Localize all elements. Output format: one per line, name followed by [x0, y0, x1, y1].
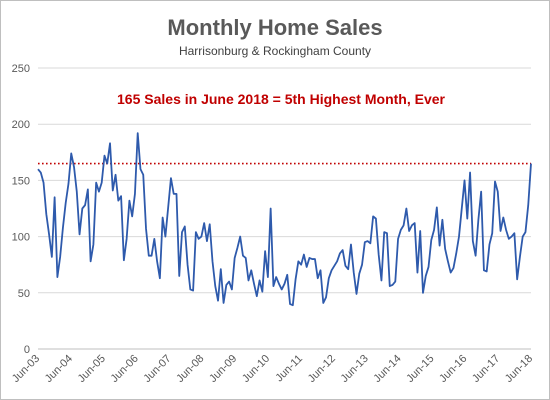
x-tick-label: Jun-03 — [10, 353, 42, 385]
x-tick-label: Jun-12 — [306, 353, 338, 385]
y-tick-label: 150 — [12, 175, 30, 187]
x-tick-label: Jun-04 — [43, 353, 75, 385]
gridlines — [38, 67, 531, 350]
x-tick-label: Jun-14 — [371, 353, 403, 385]
series-line — [37, 132, 532, 307]
x-tick-label: Jun-15 — [404, 353, 436, 385]
y-tick-label: 50 — [18, 288, 30, 300]
x-tick-label: Jun-09 — [207, 353, 239, 385]
y-tick-label: 250 — [12, 63, 30, 75]
x-tick-label: Jun-08 — [174, 353, 206, 385]
y-axis-ticks: 0 50 100 150 200 250 — [12, 63, 30, 356]
chart-title: Monthly Home Sales — [167, 15, 382, 40]
x-tick-label: Jun-13 — [339, 353, 371, 385]
y-tick-label: 0 — [24, 344, 30, 356]
x-axis-ticks: Jun-03 Jun-04 Jun-05 Jun-06 Jun-07 Jun-08 Jun-… — [10, 353, 535, 385]
x-tick-label: Jun-07 — [141, 353, 173, 385]
chart-annotation: 165 Sales in June 2018 = 5th Highest Mon… — [117, 91, 446, 107]
x-tick-label: Jun-16 — [437, 353, 469, 385]
x-tick-label: Jun-05 — [76, 353, 108, 385]
x-tick-label: Jun-06 — [109, 353, 141, 385]
x-tick-label: Jun-11 — [273, 353, 305, 385]
y-tick-label: 100 — [12, 232, 30, 244]
x-tick-label: Jun-18 — [503, 353, 535, 385]
y-tick-label: 200 — [12, 119, 30, 131]
chart-subtitle: Harrisonburg & Rockingham County — [179, 44, 371, 58]
x-tick-label: Jun-10 — [240, 353, 272, 385]
x-tick-label: Jun-17 — [470, 353, 502, 385]
